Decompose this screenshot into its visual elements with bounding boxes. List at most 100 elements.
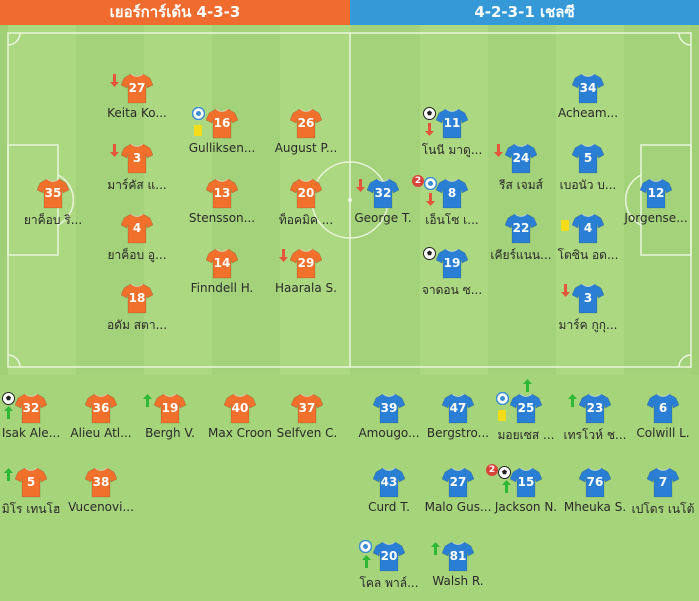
jersey-number: 27 [449, 475, 467, 489]
player-away-lineup[interactable]: 12 Jorgense... [610, 177, 699, 231]
player-away-bench[interactable]: 39 Amougo... [343, 392, 435, 446]
arrow-up-icon [568, 392, 577, 411]
player-name: เบอนัว บ... [559, 178, 617, 192]
jersey-number: 47 [449, 401, 467, 415]
jersey-icon: 16 [206, 107, 238, 139]
jersey-number: 4 [583, 221, 593, 235]
jersey-number: 24 [512, 151, 530, 165]
arrow-up-icon [362, 553, 371, 572]
player-home-bench[interactable]: 5 มิโร เทนโฮ [0, 466, 77, 520]
player-away-bench[interactable]: 25 มอยเซส ... [480, 379, 572, 446]
player-home-bench[interactable]: 19 Bergh V. [124, 392, 216, 446]
jersey-number: 25 [517, 401, 535, 415]
pitch: 35 ยาค็อบ ริ... 27 Keita Ko... 3 มาร์คัส แ...… [0, 25, 699, 375]
player-home-lineup[interactable]: 26 August P... [260, 107, 352, 161]
jersey-icon: 25 [510, 392, 542, 424]
bench-area: 32 Isak Ale... 36 Alieu Atl... 19 Bergh V. 40 M… [0, 375, 699, 601]
player-name: George T. [354, 211, 412, 225]
player-away-bench[interactable]: 27 Malo Gus... [412, 466, 504, 520]
player-name: Finndell H. [190, 281, 254, 295]
assist-icon [423, 175, 438, 194]
player-away-lineup[interactable]: 3 มาร์ค กูกุ... [542, 282, 634, 336]
player-home-lineup[interactable]: 18 อดัม สตา... [91, 282, 183, 336]
assist-icon [495, 390, 510, 409]
player-away-lineup[interactable]: 19 จาดอน ซ... [406, 247, 498, 301]
jersey-number: 34 [579, 81, 597, 95]
jersey-icon: 36 [85, 392, 117, 424]
player-away-lineup[interactable]: 22 เคียร์แนน... [475, 212, 567, 266]
player-name: Vucenovi... [68, 500, 134, 514]
player-home-bench[interactable]: 37 Selfven C. [261, 392, 353, 446]
jersey-icon: 27 [442, 466, 474, 498]
jersey-icon: 27 [121, 72, 153, 104]
player-away-lineup[interactable]: 8 เอ็นโซ เ... 2 [406, 175, 498, 231]
jersey-icon: 4 [121, 212, 153, 244]
player-away-lineup[interactable]: 11 โนนี มาดู... [406, 107, 498, 161]
arrow-down-icon [425, 121, 434, 140]
player-away-lineup[interactable]: 5 เบอนัว บ... [542, 142, 634, 196]
football-icon [498, 464, 511, 483]
player-name: โคล พาล์... [359, 576, 419, 590]
player-away-bench[interactable]: 23 เทรโวห์ ช... [549, 392, 641, 446]
jersey-icon: 20 [290, 177, 322, 209]
jersey-number: 39 [380, 401, 398, 415]
jersey-icon: 6 [647, 392, 679, 424]
player-home-bench[interactable]: 32 Isak Ale... [0, 392, 77, 446]
player-home-lineup[interactable]: 16 Gulliksen... [176, 106, 268, 161]
player-name: มอยเซส ... [497, 428, 555, 442]
jersey-number: 23 [586, 401, 604, 415]
player-away-lineup[interactable]: 34 Acheam... [542, 72, 634, 126]
jersey-icon: 14 [206, 247, 238, 279]
player-name: Jorgense... [624, 211, 688, 225]
jersey-number: 20 [297, 186, 315, 200]
jersey-number: 4 [132, 221, 142, 235]
player-name: รีส เจมส์ [499, 178, 543, 192]
jersey-icon: 5 [572, 142, 604, 174]
jersey-number: 6 [658, 401, 668, 415]
jersey-number: 38 [92, 475, 110, 489]
player-name: มาร์ค กูกุ... [558, 318, 618, 332]
player-name: เปโดร เนโต้ [631, 502, 695, 516]
player-away-lineup[interactable]: 32 George T. [337, 177, 429, 231]
jersey-number: 37 [298, 401, 316, 415]
player-home-lineup[interactable]: 14 Finndell H. [176, 247, 268, 301]
player-name: มาร์คัส แ... [107, 178, 167, 192]
player-name: โตซิน อด... [557, 248, 619, 262]
player-home-lineup[interactable]: 20 ท็อคมิค ... [260, 177, 352, 231]
player-name: Max Croon [208, 426, 272, 440]
event-count-badge: 2 [412, 175, 424, 187]
player-home-bench[interactable]: 40 Max Croon [194, 392, 286, 446]
jersey-icon: 15 [510, 466, 542, 498]
jersey-number: 19 [443, 256, 461, 270]
player-away-bench[interactable]: 47 Bergstro... [412, 392, 504, 446]
player-away-bench[interactable]: 20 โคล พาล์... [343, 539, 435, 594]
jersey-icon: 39 [373, 392, 405, 424]
player-home-lineup[interactable]: 3 มาร์คัส แ... [91, 142, 183, 196]
player-away-lineup[interactable]: 24 รีส เจมส์ [475, 142, 567, 196]
player-away-bench[interactable]: 43 Curd T. [343, 466, 435, 520]
player-away-lineup[interactable]: 4 โตซิน อด... [542, 212, 634, 266]
player-name: มิโร เทนโฮ [1, 502, 61, 516]
jersey-number: 32 [22, 401, 40, 415]
player-away-bench[interactable]: 81 Walsh R. [412, 540, 504, 594]
jersey-icon: 4 [572, 212, 604, 244]
player-home-bench[interactable]: 36 Alieu Atl... [55, 392, 147, 446]
jersey-icon: 19 [436, 247, 468, 279]
player-home-bench[interactable]: 38 Vucenovi... [55, 466, 147, 520]
player-away-bench[interactable]: 6 Colwill L. [617, 392, 699, 446]
player-name: Bergstro... [426, 426, 490, 440]
away-team-header: 4-2-3-1 เชลซี [350, 0, 699, 25]
player-home-lineup[interactable]: 29 Haarala S. [260, 247, 352, 301]
player-away-bench[interactable]: 7 เปโดร เนโต้ [617, 466, 699, 520]
jersey-number: 36 [92, 401, 110, 415]
player-away-bench[interactable]: 76 Mheuka S. [549, 466, 641, 520]
player-name: จาดอน ซ... [421, 283, 483, 297]
player-home-lineup[interactable]: 35 ยาค็อบ ริ... [7, 177, 99, 231]
player-away-bench[interactable]: 15 Jackson N. 2 [480, 464, 572, 520]
player-name: Bergh V. [145, 426, 195, 440]
arrow-up-icon [4, 466, 13, 485]
player-name: Mheuka S. [563, 500, 627, 514]
player-home-lineup[interactable]: 27 Keita Ko... [91, 72, 183, 126]
player-home-lineup[interactable]: 13 Stensson... [176, 177, 268, 231]
player-home-lineup[interactable]: 4 ยาค็อบ อู... [91, 212, 183, 266]
